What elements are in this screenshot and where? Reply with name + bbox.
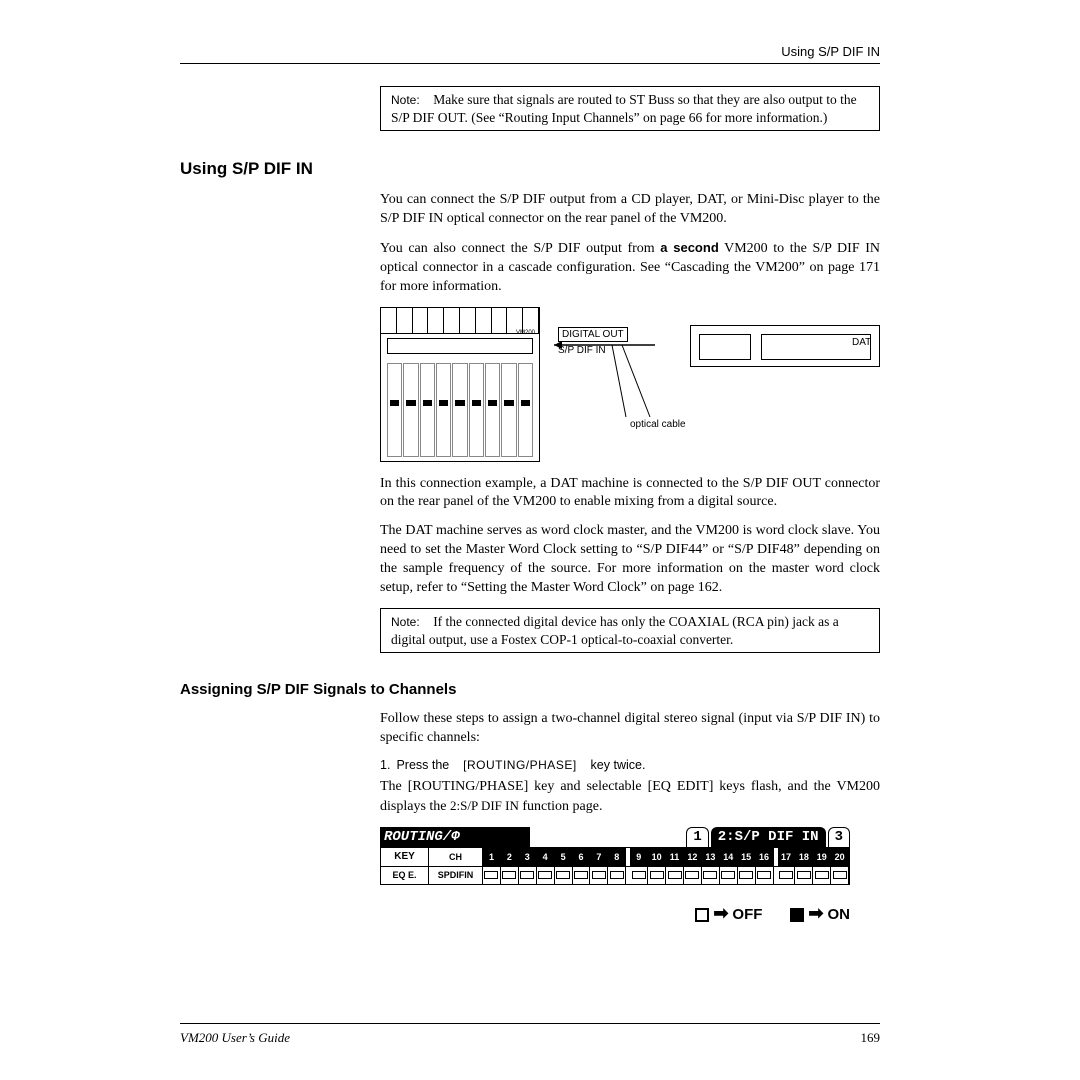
lcd-slot-11 (666, 867, 684, 884)
connection-diagram: VM200 DIGITAL OUT S/P DIF IN DAT optical… (380, 307, 880, 467)
para-2: You can also connect the S/P DIF output … (380, 239, 880, 297)
lcd-slot-20 (831, 867, 849, 884)
lcd-row-key: KEY (381, 848, 429, 866)
lcd-channel-18: 18 (795, 848, 813, 866)
lcd-channel-20: 20 (831, 848, 849, 866)
lcd-tab-3: 3 (828, 827, 850, 847)
lcd-slot-18 (795, 867, 813, 884)
lcd-title: ROUTING/Φ (380, 827, 530, 847)
arrow-right-icon: ➡ (713, 903, 728, 923)
footer-page-number: 169 (861, 1030, 881, 1046)
cable-arrow-icon (540, 331, 660, 431)
lcd-channel-6: 6 (573, 848, 591, 866)
footer-title: VM200 User’s Guide (180, 1030, 290, 1046)
page-footer: VM200 User’s Guide 169 (180, 1023, 880, 1046)
lcd-channel-8: 8 (608, 848, 626, 866)
lcd-tab-1: 1 (686, 827, 708, 847)
note-text: If the connected digital device has only… (391, 614, 839, 647)
note-box-1: Note: Make sure that signals are routed … (380, 86, 880, 131)
heading-assigning: Assigning S/P DIF Signals to Channels (180, 681, 880, 698)
lcd-row-ch: CH (429, 848, 483, 866)
lcd-channel-16: 16 (756, 848, 774, 866)
lcd-slot-1 (483, 867, 501, 884)
lcd-slot-5 (555, 867, 573, 884)
legend-off-icon (695, 908, 709, 922)
lcd-channel-14: 14 (720, 848, 738, 866)
lcd-channel-9: 9 (630, 848, 648, 866)
note-box-2: Note: If the connected digital device ha… (380, 608, 880, 653)
heading-using-spdif-in: Using S/P DIF IN (180, 159, 880, 179)
lcd-slot-6 (573, 867, 591, 884)
rule-top (180, 63, 880, 64)
lcd-channel-15: 15 (738, 848, 756, 866)
lcd-channel-1: 1 (483, 848, 501, 866)
lcd-slot-8 (608, 867, 626, 884)
lcd-channel-19: 19 (813, 848, 831, 866)
lcd-slot-16 (756, 867, 774, 884)
lcd-slot-15 (738, 867, 756, 884)
lcd-channel-4: 4 (537, 848, 555, 866)
lcd-slot-7 (590, 867, 608, 884)
lcd-slot-12 (684, 867, 702, 884)
lcd-slot-2 (501, 867, 519, 884)
note-label: Note: (391, 615, 420, 629)
lcd-row-spdifin: SPDIFIN (429, 867, 483, 884)
lcd-channel-11: 11 (666, 848, 684, 866)
lcd-slot-19 (813, 867, 831, 884)
lcd-slot-14 (720, 867, 738, 884)
mixer-graphic: VM200 (380, 307, 540, 462)
lcd-slot-13 (702, 867, 720, 884)
label-dat: DAT (852, 337, 871, 348)
lcd-slot-10 (648, 867, 666, 884)
lcd-channel-3: 3 (519, 848, 537, 866)
running-head: Using S/P DIF IN (180, 44, 880, 59)
lcd-function-page: ROUTING/Φ 1 2:S/P DIF IN 3 KEY CH 123456… (380, 827, 850, 885)
lcd-channel-10: 10 (648, 848, 666, 866)
arrow-right-icon: ➡ (808, 903, 823, 923)
lcd-channel-5: 5 (555, 848, 573, 866)
lcd-slot-9 (630, 867, 648, 884)
step-1: 1.Press the [ROUTING/PHASE] key twice. (380, 758, 880, 772)
lcd-channel-2: 2 (501, 848, 519, 866)
legend: ➡OFF ➡ON (380, 903, 880, 924)
lcd-channel-12: 12 (684, 848, 702, 866)
para-3: In this connection example, a DAT machin… (380, 475, 880, 513)
note-text: Make sure that signals are routed to ST … (391, 92, 857, 125)
lcd-channel-17: 17 (778, 848, 796, 866)
lcd-slot-4 (537, 867, 555, 884)
legend-on-icon (790, 908, 804, 922)
lcd-tab-2: 2:S/P DIF IN (711, 827, 826, 847)
para-6: The [ROUTING/PHASE] key and selectable [… (380, 778, 880, 817)
lcd-row-eqe: EQ E. (381, 867, 429, 884)
lcd-channel-13: 13 (702, 848, 720, 866)
lcd-channel-7: 7 (590, 848, 608, 866)
para-4: The DAT machine serves as word clock mas… (380, 522, 880, 598)
para-5: Follow these steps to assign a two-chann… (380, 710, 880, 748)
para-1: You can connect the S/P DIF output from … (380, 191, 880, 229)
lcd-slot-17 (778, 867, 796, 884)
note-label: Note: (391, 93, 420, 107)
lcd-slot-3 (519, 867, 537, 884)
